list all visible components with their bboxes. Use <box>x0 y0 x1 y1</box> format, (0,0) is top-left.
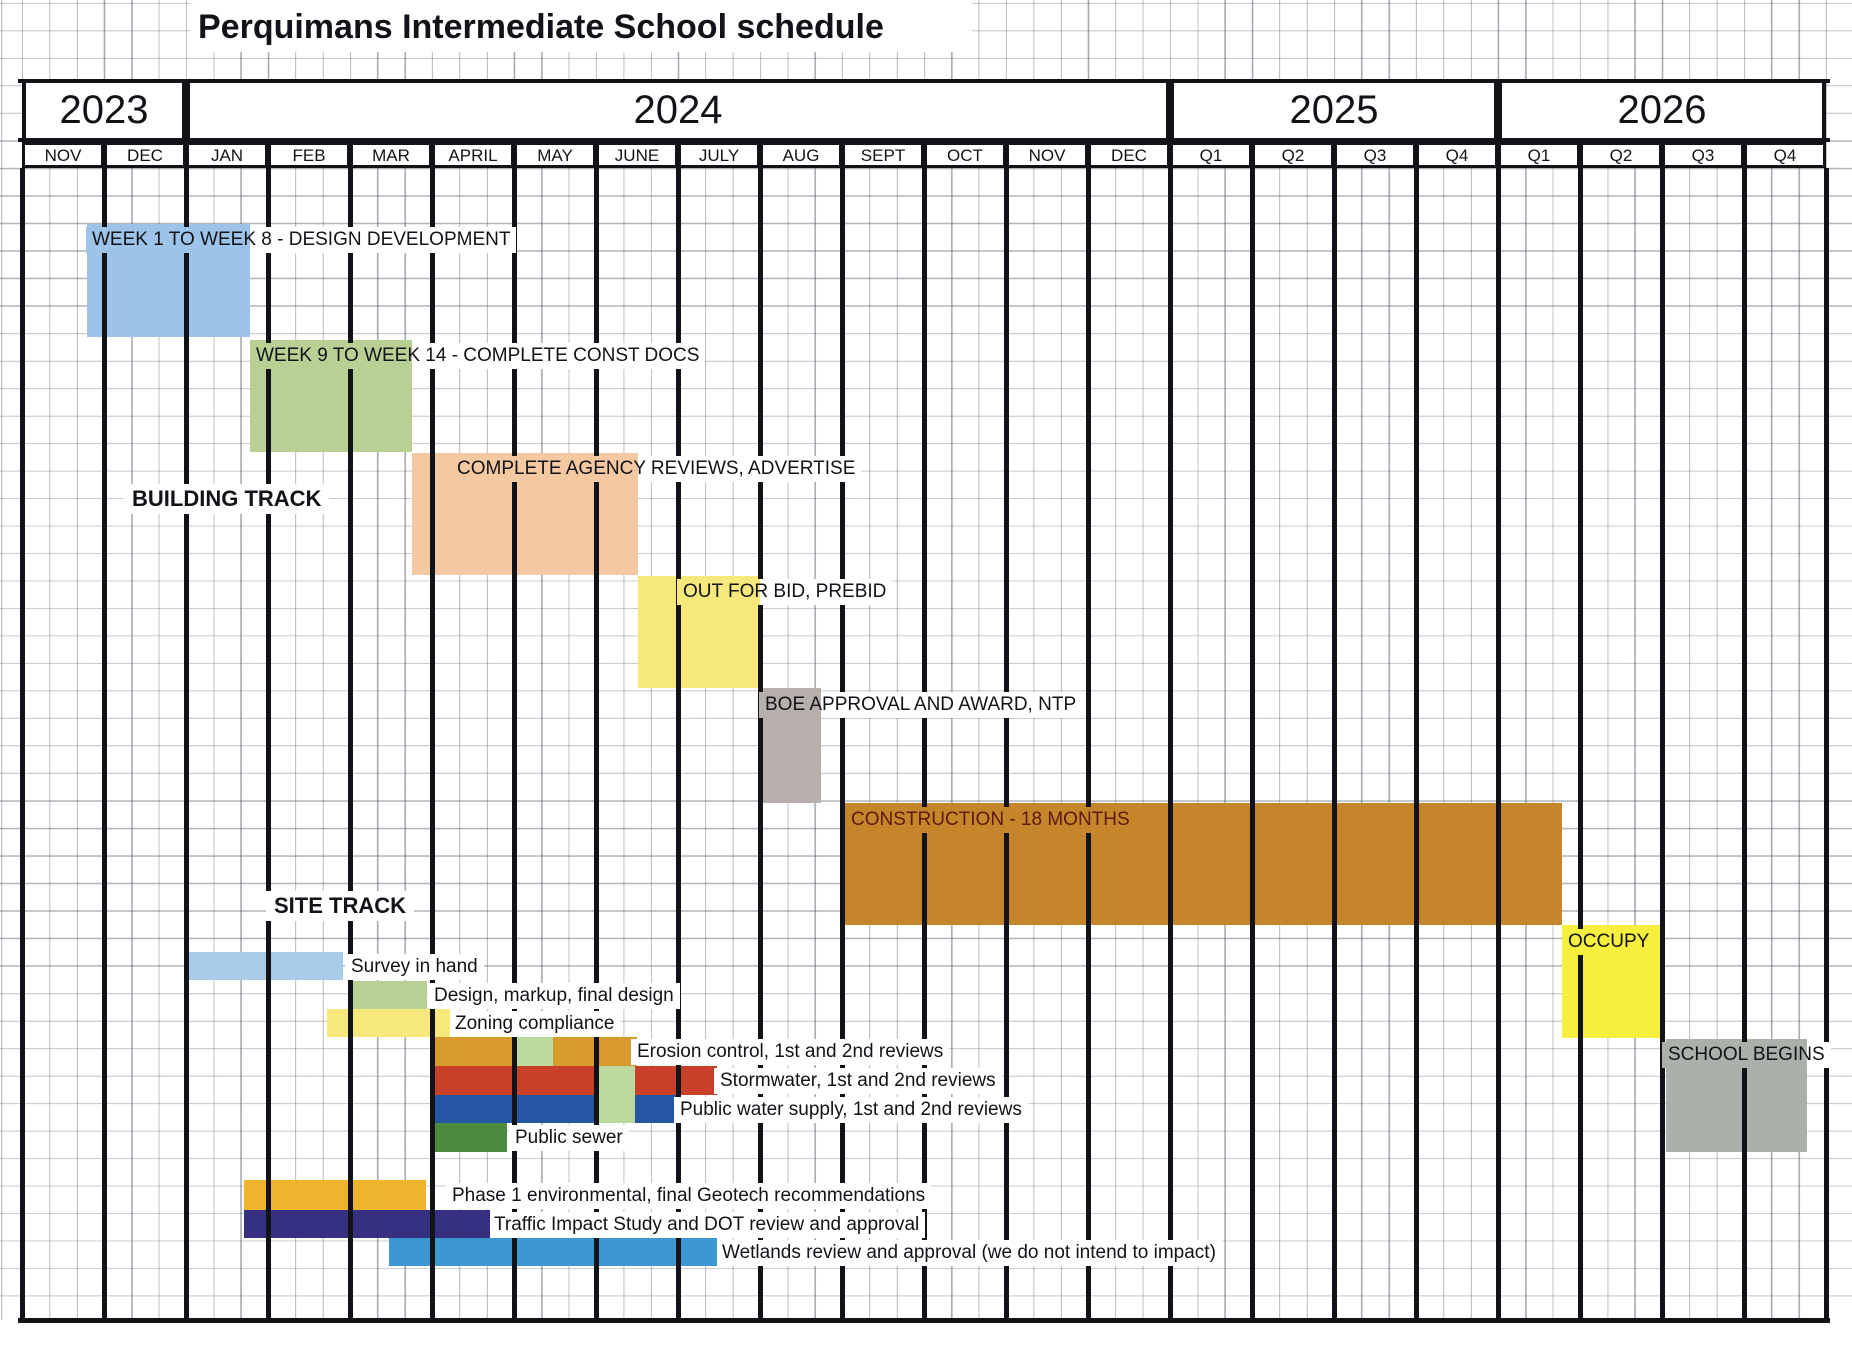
month-separator-line <box>20 168 25 1318</box>
month-cell-5-april: APRIL <box>432 142 514 168</box>
month-cell-3-feb: FEB <box>268 142 350 168</box>
task-bar-zoning-compliance <box>327 1009 450 1037</box>
month-separator-line <box>102 168 107 1318</box>
header-top-border <box>18 79 1830 83</box>
month-cell-14-q1: Q1 <box>1170 142 1252 168</box>
month-separator-line <box>594 168 599 1318</box>
month-separator-line <box>1660 168 1665 1318</box>
month-cell-13-dec: DEC <box>1088 142 1170 168</box>
task-label-erosion-control-reviews: Erosion control, 1st and 2nd reviews <box>631 1039 950 1065</box>
month-separator-line <box>1414 168 1419 1318</box>
task-label-stormwater-reviews: Stormwater, 1st and 2nd reviews <box>714 1068 1002 1094</box>
month-cell-16-q3: Q3 <box>1334 142 1416 168</box>
task-bar-design-markup-final-design <box>352 981 427 1009</box>
title-background-strip <box>190 0 972 52</box>
year-cell-2026: 2026 <box>1498 83 1826 138</box>
month-cell-19-q2: Q2 <box>1580 142 1662 168</box>
month-cell-12-nov: NOV <box>1006 142 1088 168</box>
track-label-building-track: BUILDING TRACK <box>124 484 330 514</box>
task-label-school-begins: SCHOOL BEGINS <box>1662 1042 1831 1068</box>
month-cell-21-q4: Q4 <box>1744 142 1826 168</box>
month-cell-10-sept: SEPT <box>842 142 924 168</box>
month-separator-line <box>758 168 763 1318</box>
month-separator-line <box>1824 168 1829 1318</box>
task-label-phase1-environmental-geotech: Phase 1 environmental, final Geotech rec… <box>446 1183 932 1209</box>
task-label-construction-18-months: CONSTRUCTION - 18 MONTHS <box>845 807 1136 833</box>
month-cell-18-q1: Q1 <box>1498 142 1580 168</box>
month-separator-line <box>266 168 271 1318</box>
month-cell-4-mar: MAR <box>350 142 432 168</box>
task-label-survey-in-hand: Survey in hand <box>345 954 484 980</box>
month-separator-line <box>1250 168 1255 1318</box>
task-label-design-development: WEEK 1 TO WEEK 8 - DESIGN DEVELOPMENT <box>86 227 517 253</box>
month-separator-line <box>430 168 435 1318</box>
month-cell-2-jan: JAN <box>186 142 268 168</box>
month-cell-0-nov: NOV <box>22 142 104 168</box>
year-cell-2024: 2024 <box>186 83 1170 138</box>
task-label-traffic-impact-study-dot: Traffic Impact Study and DOT review and … <box>488 1212 926 1238</box>
task-label-wetlands-review-approval: Wetlands review and approval (we do not … <box>716 1240 1222 1266</box>
year-cell-2025: 2025 <box>1170 83 1498 138</box>
task-label-design-markup-final-design: Design, markup, final design <box>428 983 680 1009</box>
month-cell-11-oct: OCT <box>924 142 1006 168</box>
month-separator-line <box>676 168 681 1318</box>
task-bar-public-water-supply-reviews <box>635 1095 678 1123</box>
month-cell-1-dec: DEC <box>104 142 186 168</box>
month-separator-line <box>1086 168 1091 1318</box>
task-label-zoning-compliance: Zoning compliance <box>449 1011 621 1037</box>
month-separator-line <box>1004 168 1009 1318</box>
task-bar-review-pause-green-block <box>597 1066 635 1123</box>
page-title: Perquimans Intermediate School schedule <box>198 8 884 46</box>
month-cell-9-aug: AUG <box>760 142 842 168</box>
task-label-boe-approval-award-ntp: BOE APPROVAL AND AWARD, NTP <box>759 692 1083 718</box>
month-separator-line <box>1742 168 1747 1318</box>
task-label-agency-reviews-advertise: COMPLETE AGENCY REVIEWS, ADVERTISE <box>451 456 862 482</box>
month-separator-line <box>922 168 927 1318</box>
month-separator-line <box>1332 168 1337 1318</box>
month-separator-line <box>184 168 189 1318</box>
task-bar-public-sewer <box>432 1123 507 1152</box>
task-bar-phase1-environmental-geotech <box>244 1180 426 1210</box>
month-separator-line <box>840 168 845 1318</box>
month-separator-line <box>1168 168 1173 1318</box>
month-cell-6-may: MAY <box>514 142 596 168</box>
month-separator-line <box>348 168 353 1318</box>
track-label-site-track: SITE TRACK <box>266 891 414 921</box>
task-bar-traffic-impact-study-dot <box>244 1210 490 1238</box>
task-label-public-sewer: Public sewer <box>509 1125 629 1151</box>
month-cell-17-q4: Q4 <box>1416 142 1498 168</box>
task-bar-erosion-control-reviews <box>432 1037 514 1066</box>
month-separator-line <box>1578 168 1583 1318</box>
month-cell-8-july: JULY <box>678 142 760 168</box>
chart-bottom-border <box>18 1318 1830 1323</box>
task-bar-erosion-review-pause <box>514 1037 553 1066</box>
month-cell-15-q2: Q2 <box>1252 142 1334 168</box>
task-label-complete-const-docs: WEEK 9 TO WEEK 14 - COMPLETE CONST DOCS <box>250 343 706 369</box>
task-label-occupy: OCCUPY <box>1562 929 1656 955</box>
year-cell-2023: 2023 <box>22 83 186 138</box>
month-cell-20-q3: Q3 <box>1662 142 1744 168</box>
task-bar-survey-in-hand <box>188 952 343 980</box>
month-separator-line <box>1496 168 1501 1318</box>
task-label-out-for-bid-prebid: OUT FOR BID, PREBID <box>677 579 893 605</box>
header-mid-border <box>18 138 1830 142</box>
month-separator-line <box>512 168 517 1318</box>
task-label-public-water-supply-reviews: Public water supply, 1st and 2nd reviews <box>674 1097 1028 1123</box>
month-cell-7-june: JUNE <box>596 142 678 168</box>
task-bar-wetlands-review-approval <box>389 1238 717 1266</box>
